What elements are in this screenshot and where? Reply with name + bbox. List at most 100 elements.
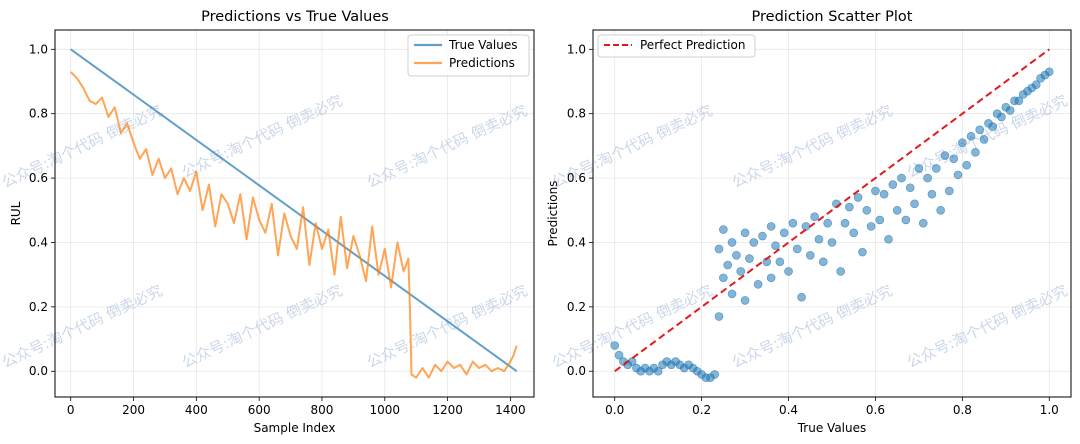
- x-tick-label: 800: [311, 403, 334, 417]
- watermark: 公众号:淘个代码 倒卖必究: [0, 281, 165, 371]
- x-tick-label: 1.0: [1040, 403, 1059, 417]
- scatter-point: [753, 280, 763, 289]
- scatter-point: [723, 260, 733, 270]
- legend-label-perfect-prediction: Perfect Prediction: [640, 38, 745, 52]
- scatter-point: [788, 218, 798, 228]
- scatter-point: [749, 238, 759, 247]
- scatter-point: [849, 228, 859, 238]
- scatter-point: [736, 267, 746, 276]
- scatter-point: [975, 125, 985, 135]
- scatter-point: [797, 292, 806, 302]
- legend-label-predictions: Predictions: [449, 56, 515, 70]
- x-tick-label: 0.6: [866, 403, 885, 417]
- chart-title: Predictions vs True Values: [201, 9, 389, 25]
- watermark: 公众号:淘个代码 倒卖必究: [729, 281, 895, 371]
- scatter-point: [1031, 80, 1041, 90]
- scatter-point: [792, 244, 802, 254]
- scatter-point: [879, 189, 889, 199]
- chart-title: Prediction Scatter Plot: [752, 9, 913, 25]
- grid: [593, 30, 1071, 397]
- scatter-point: [779, 228, 789, 238]
- watermark: 公众号:淘个代码 倒卖必究: [904, 281, 1070, 371]
- scatter-point: [936, 205, 945, 215]
- x-tick-label: 0: [67, 403, 75, 417]
- scatter-point: [914, 164, 924, 173]
- scatter-point: [949, 154, 958, 164]
- plot-frame: [592, 29, 1072, 398]
- scatter-point: [871, 186, 880, 196]
- scatter-point: [927, 189, 937, 199]
- y-tick-label: 0.8: [567, 107, 586, 121]
- x-axis-label: Sample Index: [254, 421, 336, 435]
- y-axis-label: Predictions: [546, 181, 560, 247]
- series-line-true-values: [70, 48, 518, 373]
- legend-label-true-values: True Values: [448, 38, 518, 52]
- scatter-point: [1005, 106, 1015, 115]
- scatter-point: [905, 183, 915, 193]
- scatter-point: [745, 254, 754, 263]
- series-layer: [69, 48, 518, 379]
- scatter-point: [1044, 67, 1054, 77]
- scatter-point: [714, 312, 724, 321]
- scatter-point: [910, 199, 919, 209]
- watermark: 公众号:淘个代码 倒卖必究: [179, 281, 345, 371]
- scatter-point: [653, 366, 663, 376]
- scatter-point: [966, 131, 976, 141]
- scatter-point: [858, 247, 867, 257]
- plot-frame: [54, 29, 535, 398]
- y-tick-label: 1.0: [567, 42, 586, 56]
- grid: [55, 30, 534, 397]
- scatter-point: [953, 170, 963, 180]
- scatter-point: [988, 122, 998, 131]
- scatter-point: [931, 164, 941, 173]
- y-tick-label: 0.4: [567, 235, 586, 249]
- scatter-point: [719, 225, 728, 234]
- scatter-point: [766, 222, 776, 231]
- scatter-point: [979, 135, 989, 144]
- x-axis-label: True Values: [797, 421, 867, 435]
- legend-box: [597, 34, 756, 58]
- scatter-point: [719, 273, 728, 283]
- scatter-point: [840, 218, 850, 228]
- scatter-point: [814, 234, 824, 244]
- scatter-point: [845, 202, 854, 212]
- scatter-point: [853, 193, 863, 202]
- y-tick-label: 0.4: [29, 235, 48, 249]
- scatter-point: [945, 186, 954, 196]
- x-tick-label: 0.4: [779, 403, 798, 417]
- prediction-scatter-chart: Prediction Scatter Plot 0.0 0.2 0.4 0.6 0.8 1…: [546, 9, 1072, 435]
- scatter-point: [892, 205, 902, 215]
- perfect-prediction-line: [614, 48, 1050, 373]
- series-line-predictions: [69, 71, 518, 379]
- scatter-point: [727, 238, 737, 247]
- axis-ticks: 0.0 0.2 0.4 0.6 0.8 1.0 0.0 0.2 0.4 0.6 0.8 1.0: [567, 42, 1059, 417]
- legend: Perfect Prediction: [597, 34, 756, 58]
- series-layer: [610, 48, 1054, 382]
- x-tick-label: 400: [185, 403, 208, 417]
- scatter-point: [710, 370, 719, 379]
- y-tick-label: 0.6: [567, 171, 586, 185]
- scatter-point: [888, 180, 898, 189]
- scatter-point: [823, 218, 832, 228]
- scatter-point: [810, 212, 819, 222]
- x-tick-label: 1400: [495, 403, 526, 417]
- scatter-point: [732, 251, 741, 260]
- scatter-point: [727, 289, 737, 299]
- x-tick-label: 1200: [432, 403, 463, 417]
- scatter-point: [997, 112, 1006, 122]
- scatter-point: [940, 151, 950, 160]
- scatter-point: [819, 257, 828, 267]
- watermark: 公众号:淘个代码 倒卖必究: [179, 91, 345, 181]
- scatter-point: [827, 238, 837, 247]
- x-tick-label: 1000: [370, 403, 401, 417]
- y-tick-label: 0.0: [29, 364, 48, 378]
- scatter-point: [740, 228, 750, 238]
- y-tick-label: 1.0: [29, 42, 48, 56]
- x-tick-label: 0.0: [605, 403, 624, 417]
- scatter-point: [918, 218, 928, 228]
- scatter-point: [962, 160, 972, 170]
- x-tick-label: 200: [122, 403, 145, 417]
- y-tick-label: 0.6: [29, 171, 48, 185]
- scatter-point: [714, 244, 724, 254]
